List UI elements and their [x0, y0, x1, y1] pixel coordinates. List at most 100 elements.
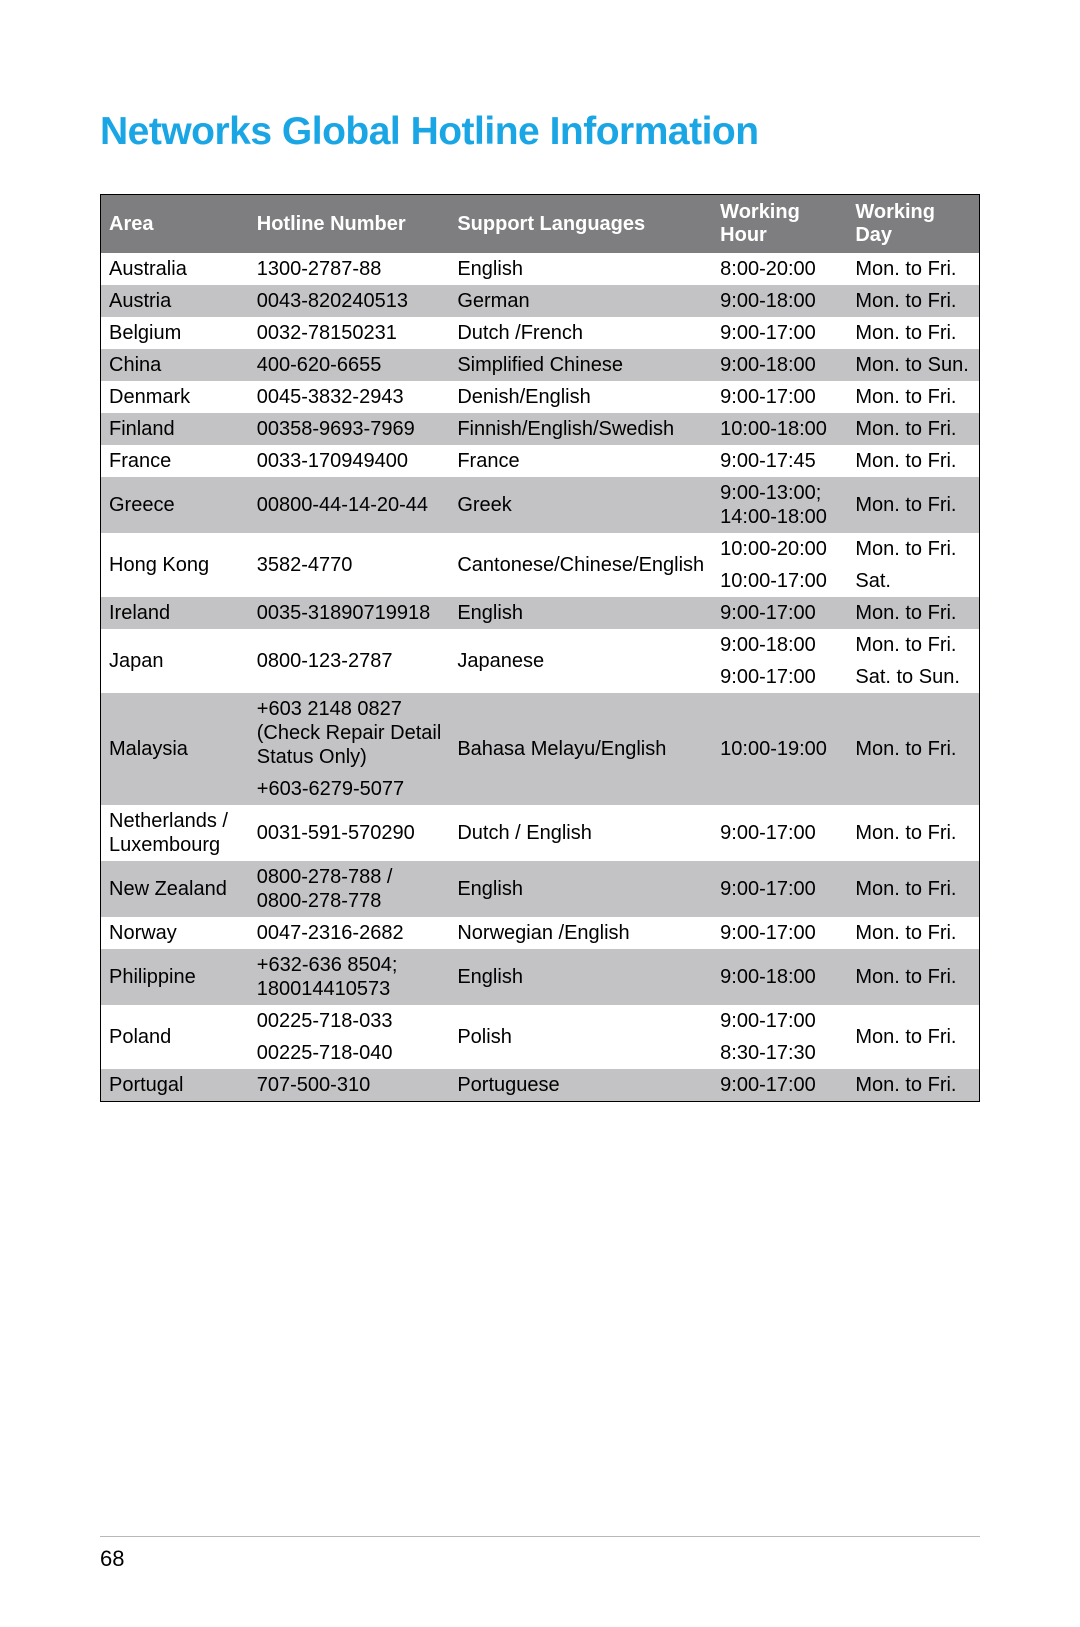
cell-area: New Zealand [101, 861, 249, 917]
cell-area: France [101, 445, 249, 477]
cell-hour: 10:00-19:00 [712, 693, 847, 805]
cell-area: Norway [101, 917, 249, 949]
cell-hour: 9:00-17:00 [712, 1069, 847, 1102]
cell-number: 0032-78150231 [249, 317, 450, 349]
cell-area: Finland [101, 413, 249, 445]
cell-area: Greece [101, 477, 249, 533]
cell-number: 00225-718-033 [249, 1005, 450, 1037]
cell-hour: 8:30-17:30 [712, 1037, 847, 1069]
cell-number: 0047-2316-2682 [249, 917, 450, 949]
cell-number: 0031-591-570290 [249, 805, 450, 861]
cell-lang: Dutch /French [449, 317, 712, 349]
cell-day: Mon. to Sun. [847, 349, 979, 381]
page-number: 68 [100, 1546, 124, 1572]
header-languages: Support Languages [449, 195, 712, 254]
table-row: New Zealand 0800-278-788 / 0800-278-778 … [101, 861, 980, 917]
cell-lang: English [449, 949, 712, 1005]
cell-area: Austria [101, 285, 249, 317]
page-container: Networks Global Hotline Information Area… [0, 0, 1080, 1627]
cell-day: Mon. to Fri. [847, 917, 979, 949]
cell-number: +603 2148 0827 (Check Repair Detail Stat… [249, 693, 450, 773]
cell-lang: Norwegian /English [449, 917, 712, 949]
cell-day: Mon. to Fri. [847, 477, 979, 533]
cell-hour: 10:00-20:00 [712, 533, 847, 565]
cell-area: Hong Kong [101, 533, 249, 597]
cell-lang: English [449, 597, 712, 629]
cell-day: Mon. to Fri. [847, 317, 979, 349]
cell-day: Sat. [847, 565, 979, 597]
footer-rule [100, 1536, 980, 1537]
cell-day: Mon. to Fri. [847, 861, 979, 917]
cell-hour: 9:00-17:00 [712, 861, 847, 917]
cell-day: Mon. to Fri. [847, 413, 979, 445]
cell-hour: 10:00-17:00 [712, 565, 847, 597]
table-row: Australia 1300-2787-88 English 8:00-20:0… [101, 253, 980, 285]
cell-day: Mon. to Fri. [847, 949, 979, 1005]
cell-day: Mon. to Fri. [847, 693, 979, 805]
cell-number: 707-500-310 [249, 1069, 450, 1102]
cell-day: Mon. to Fri. [847, 285, 979, 317]
cell-day: Mon. to Fri. [847, 805, 979, 861]
cell-hour: 9:00-17:00 [712, 317, 847, 349]
cell-number: 0043-820240513 [249, 285, 450, 317]
cell-area: Malaysia [101, 693, 249, 805]
table-header: Area Hotline Number Support Languages Wo… [101, 195, 980, 254]
cell-number: 0045-3832-2943 [249, 381, 450, 413]
table-row: Japan 0800-123-2787 Japanese 9:00-18:00 … [101, 629, 980, 661]
cell-lang: Japanese [449, 629, 712, 693]
cell-hour: 9:00-17:00 [712, 917, 847, 949]
cell-lang: France [449, 445, 712, 477]
cell-lang: Bahasa Melayu/English [449, 693, 712, 805]
cell-area: Denmark [101, 381, 249, 413]
cell-number: 00800-44-14-20-44 [249, 477, 450, 533]
cell-hour: 9:00-18:00 [712, 349, 847, 381]
cell-area: Japan [101, 629, 249, 693]
table-row: China 400-620-6655 Simplified Chinese 9:… [101, 349, 980, 381]
cell-day: Mon. to Fri. [847, 629, 979, 661]
cell-hour: 8:00-20:00 [712, 253, 847, 285]
table-body: Australia 1300-2787-88 English 8:00-20:0… [101, 253, 980, 1102]
cell-hour: 9:00-17:00 [712, 381, 847, 413]
cell-area: Netherlands / Luxembourg [101, 805, 249, 861]
cell-number: 0033-170949400 [249, 445, 450, 477]
cell-hour: 9:00-17:45 [712, 445, 847, 477]
cell-number: +603-6279-5077 [249, 773, 450, 805]
cell-number: 0035-31890719918 [249, 597, 450, 629]
cell-day: Mon. to Fri. [847, 1069, 979, 1102]
cell-hour: 9:00-18:00 [712, 949, 847, 1005]
cell-day: Mon. to Fri. [847, 1005, 979, 1069]
cell-area: Belgium [101, 317, 249, 349]
cell-hour: 9:00-18:00 [712, 629, 847, 661]
cell-number: 3582-4770 [249, 533, 450, 597]
cell-lang: Denish/English [449, 381, 712, 413]
cell-number: 400-620-6655 [249, 349, 450, 381]
cell-area: China [101, 349, 249, 381]
cell-lang: Simplified Chinese [449, 349, 712, 381]
table-row: Netherlands / Luxembourg 0031-591-570290… [101, 805, 980, 861]
cell-day: Mon. to Fri. [847, 533, 979, 565]
cell-day: Sat. to Sun. [847, 661, 979, 693]
cell-lang: Portuguese [449, 1069, 712, 1102]
header-hour: Working Hour [712, 195, 847, 254]
cell-number: 1300-2787-88 [249, 253, 450, 285]
table-row: Norway 0047-2316-2682 Norwegian /English… [101, 917, 980, 949]
cell-hour: 9:00-17:00 [712, 805, 847, 861]
cell-day: Mon. to Fri. [847, 381, 979, 413]
cell-area: Ireland [101, 597, 249, 629]
table-row: France 0033-170949400 France 9:00-17:45 … [101, 445, 980, 477]
cell-day: Mon. to Fri. [847, 597, 979, 629]
cell-area: Portugal [101, 1069, 249, 1102]
table-row: Greece 00800-44-14-20-44 Greek 9:00-13:0… [101, 477, 980, 533]
header-number: Hotline Number [249, 195, 450, 254]
cell-hour: 9:00-17:00 [712, 661, 847, 693]
cell-day: Mon. to Fri. [847, 253, 979, 285]
cell-area: Poland [101, 1005, 249, 1069]
table-row: Austria 0043-820240513 German 9:00-18:00… [101, 285, 980, 317]
table-header-row: Area Hotline Number Support Languages Wo… [101, 195, 980, 254]
table-row: Philippine +632-636 8504; 180014410573 E… [101, 949, 980, 1005]
cell-area: Philippine [101, 949, 249, 1005]
cell-number: 00358-9693-7969 [249, 413, 450, 445]
cell-lang: Finnish/English/Swedish [449, 413, 712, 445]
cell-lang: Dutch / English [449, 805, 712, 861]
table-row: Hong Kong 3582-4770 Cantonese/Chinese/En… [101, 533, 980, 565]
